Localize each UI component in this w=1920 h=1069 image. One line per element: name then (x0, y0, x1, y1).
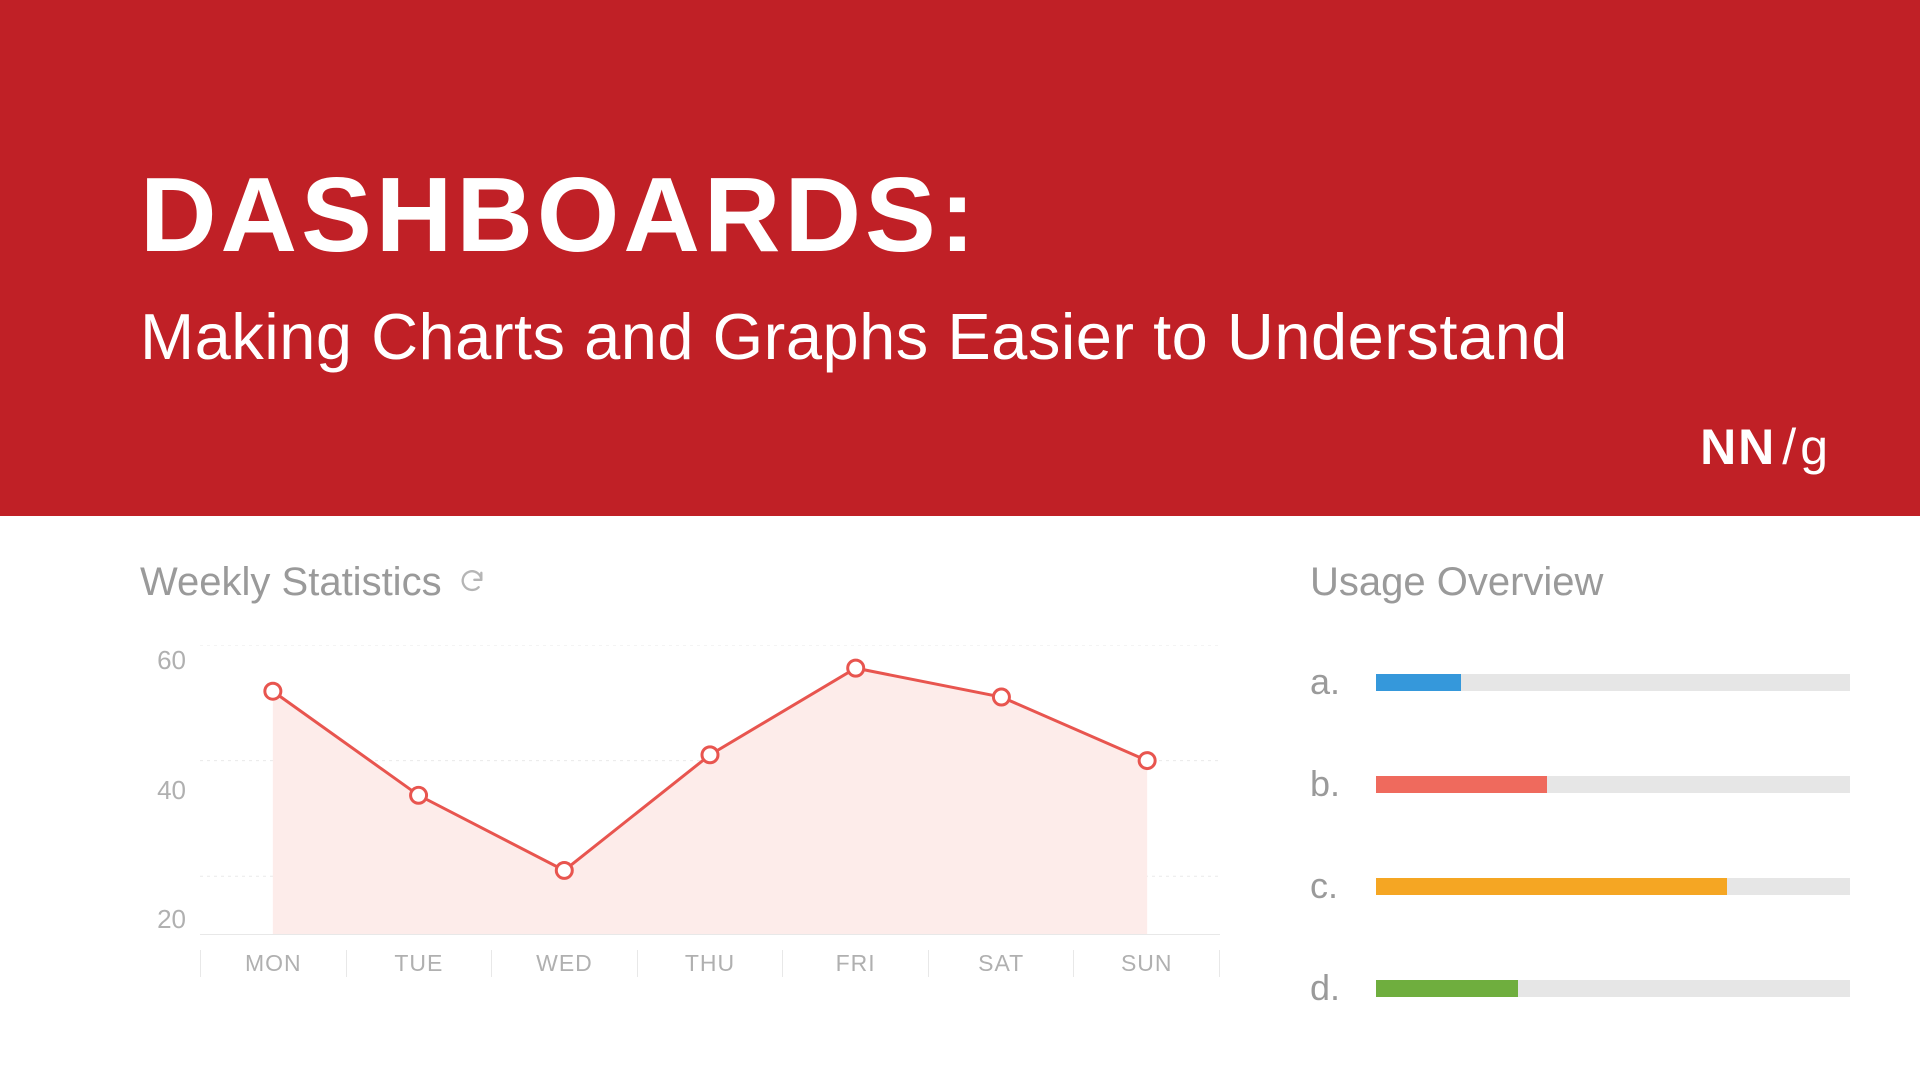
usage-bar-track (1376, 878, 1850, 895)
x-tick-label: TUE (346, 950, 492, 977)
usage-row: c. (1310, 865, 1850, 907)
usage-list: a. b. c. d. (1310, 661, 1850, 1009)
x-tick-label: SUN (1073, 950, 1220, 977)
chart-plot-area (200, 645, 1220, 935)
x-tick-label: SAT (928, 950, 1074, 977)
usage-bar-fill (1376, 980, 1518, 997)
logo-slash: / (1782, 419, 1796, 475)
usage-row: a. (1310, 661, 1850, 703)
logo-nn: NN (1700, 419, 1776, 475)
weekly-statistics-title-row: Weekly Statistics (140, 560, 1220, 605)
usage-bar-fill (1376, 878, 1727, 895)
brand-logo: NN/g (1700, 418, 1828, 476)
usage-bar-fill (1376, 776, 1547, 793)
usage-bar-track (1376, 776, 1850, 793)
x-tick-label: THU (637, 950, 783, 977)
usage-label: c. (1310, 865, 1348, 907)
usage-bar-fill (1376, 674, 1461, 691)
y-tick-label: 40 (157, 775, 186, 806)
usage-row: b. (1310, 763, 1850, 805)
page-subtitle: Making Charts and Graphs Easier to Under… (140, 299, 1780, 374)
content-area: Weekly Statistics 60 40 20 MONTUEWEDTHUFRI… (0, 516, 1920, 1069)
page-title: DASHBOARDS: (140, 160, 1780, 271)
weekly-chart: 60 40 20 (140, 645, 1220, 935)
usage-bar-track (1376, 980, 1850, 997)
weekly-statistics-panel: Weekly Statistics 60 40 20 MONTUEWEDTHUFRI… (140, 560, 1220, 1069)
x-axis: MONTUEWEDTHUFRISATSUN (200, 935, 1220, 991)
usage-row: d. (1310, 967, 1850, 1009)
x-tick-label: WED (491, 950, 637, 977)
usage-bar-track (1376, 674, 1850, 691)
x-tick-label: FRI (782, 950, 928, 977)
x-tick-label: MON (200, 950, 346, 977)
logo-g: g (1800, 419, 1828, 475)
usage-label: a. (1310, 661, 1348, 703)
y-axis: 60 40 20 (140, 645, 200, 935)
usage-label: b. (1310, 763, 1348, 805)
usage-label: d. (1310, 967, 1348, 1009)
y-tick-label: 20 (157, 904, 186, 935)
usage-overview-title: Usage Overview (1310, 560, 1850, 605)
y-tick-label: 60 (157, 645, 186, 676)
weekly-statistics-title: Weekly Statistics (140, 560, 442, 605)
header-banner: DASHBOARDS: Making Charts and Graphs Eas… (0, 0, 1920, 516)
refresh-icon[interactable] (458, 560, 486, 605)
usage-overview-panel: Usage Overview a. b. c. d. (1310, 560, 1850, 1069)
